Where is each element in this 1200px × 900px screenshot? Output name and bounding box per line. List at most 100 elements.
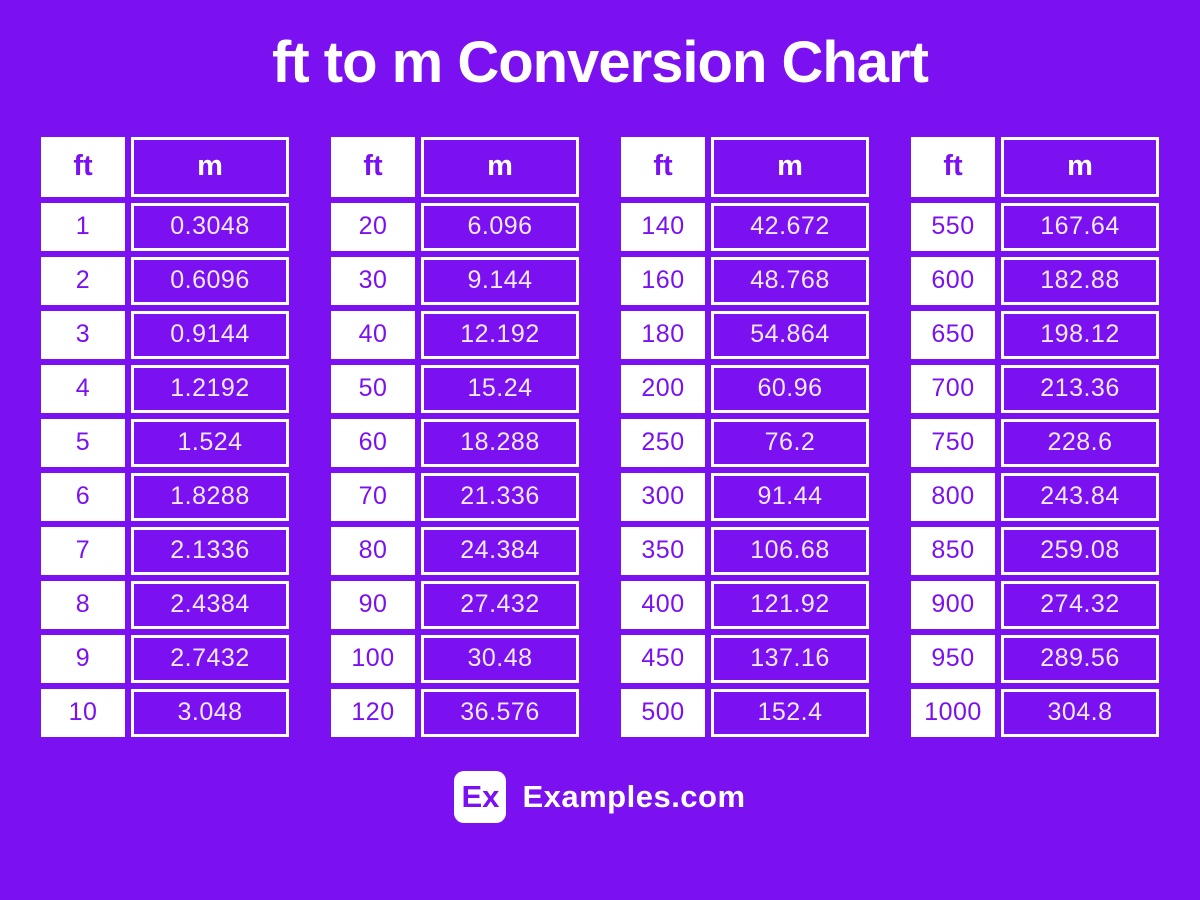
table-row: 70 21.336 <box>331 472 579 521</box>
m-value-cell: 137.16 <box>711 634 869 683</box>
ft-value-cell: 450 <box>621 634 705 683</box>
table-row: 8 2.4384 <box>41 580 289 629</box>
table-header-row: ft m <box>911 136 1159 197</box>
ft-value-cell: 600 <box>911 256 995 305</box>
table-row: 450 137.16 <box>621 634 869 683</box>
m-value-cell: 182.88 <box>1001 256 1159 305</box>
table-row: 9 2.7432 <box>41 634 289 683</box>
table-row: 180 54.864 <box>621 310 869 359</box>
table-header-row: ft m <box>331 136 579 197</box>
table-row: 140 42.672 <box>621 202 869 251</box>
m-value-cell: 0.6096 <box>131 256 289 305</box>
ft-value-cell: 850 <box>911 526 995 575</box>
ft-value-cell: 3 <box>41 310 125 359</box>
m-value-cell: 76.2 <box>711 418 869 467</box>
table-row: 250 76.2 <box>621 418 869 467</box>
ft-value-cell: 500 <box>621 688 705 737</box>
examples-logo: Ex <box>454 770 507 823</box>
ft-value-cell: 700 <box>911 364 995 413</box>
m-value-cell: 60.96 <box>711 364 869 413</box>
brand-name: Examples.com <box>522 778 746 814</box>
table-row: 20 6.096 <box>331 202 579 251</box>
ft-value-cell: 20 <box>331 202 415 251</box>
m-value-cell: 42.672 <box>711 202 869 251</box>
m-value-cell: 36.576 <box>421 688 579 737</box>
m-value-cell: 198.12 <box>1001 310 1159 359</box>
m-value-cell: 0.9144 <box>131 310 289 359</box>
m-value-cell: 21.336 <box>421 472 579 521</box>
table-row: 1000 304.8 <box>911 688 1159 737</box>
table-row: 5 1.524 <box>41 418 289 467</box>
ft-value-cell: 900 <box>911 580 995 629</box>
conversion-table-4: ft m 550 167.64 600 182.88 650 198.12 700 213.3… <box>905 131 1165 743</box>
table-row: 120 36.576 <box>331 688 579 737</box>
ft-value-cell: 40 <box>331 310 415 359</box>
table-row: 160 48.768 <box>621 256 869 305</box>
table-row: 4 1.2192 <box>41 364 289 413</box>
ft-value-cell: 6 <box>41 472 125 521</box>
col-header-m: m <box>711 136 869 197</box>
ft-value-cell: 10 <box>41 688 125 737</box>
ft-value-cell: 80 <box>331 526 415 575</box>
m-value-cell: 228.6 <box>1001 418 1159 467</box>
m-value-cell: 274.32 <box>1001 580 1159 629</box>
m-value-cell: 54.864 <box>711 310 869 359</box>
ft-value-cell: 350 <box>621 526 705 575</box>
col-header-m: m <box>131 136 289 197</box>
ft-value-cell: 9 <box>41 634 125 683</box>
table-row: 10 3.048 <box>41 688 289 737</box>
col-header-ft: ft <box>331 136 415 197</box>
ft-value-cell: 70 <box>331 472 415 521</box>
m-value-cell: 1.8288 <box>131 472 289 521</box>
m-value-cell: 24.384 <box>421 526 579 575</box>
m-value-cell: 12.192 <box>421 310 579 359</box>
ft-value-cell: 5 <box>41 418 125 467</box>
m-value-cell: 27.432 <box>421 580 579 629</box>
m-value-cell: 167.64 <box>1001 202 1159 251</box>
ft-value-cell: 180 <box>621 310 705 359</box>
col-header-m: m <box>421 136 579 197</box>
ft-value-cell: 120 <box>331 688 415 737</box>
ft-value-cell: 750 <box>911 418 995 467</box>
table-row: 6 1.8288 <box>41 472 289 521</box>
ft-value-cell: 90 <box>331 580 415 629</box>
table-row: 50 15.24 <box>331 364 579 413</box>
ft-value-cell: 300 <box>621 472 705 521</box>
col-header-ft: ft <box>911 136 995 197</box>
ft-value-cell: 60 <box>331 418 415 467</box>
m-value-cell: 30.48 <box>421 634 579 683</box>
m-value-cell: 3.048 <box>131 688 289 737</box>
table-row: 950 289.56 <box>911 634 1159 683</box>
m-value-cell: 2.7432 <box>131 634 289 683</box>
m-value-cell: 48.768 <box>711 256 869 305</box>
m-value-cell: 2.1336 <box>131 526 289 575</box>
m-value-cell: 243.84 <box>1001 472 1159 521</box>
logo-ex-text: Ex <box>461 778 500 814</box>
col-header-ft: ft <box>41 136 125 197</box>
ft-value-cell: 1 <box>41 202 125 251</box>
ft-value-cell: 550 <box>911 202 995 251</box>
table-row: 2 0.6096 <box>41 256 289 305</box>
ft-value-cell: 160 <box>621 256 705 305</box>
m-value-cell: 2.4384 <box>131 580 289 629</box>
col-header-ft: ft <box>621 136 705 197</box>
ft-value-cell: 950 <box>911 634 995 683</box>
table-row: 500 152.4 <box>621 688 869 737</box>
ft-value-cell: 200 <box>621 364 705 413</box>
footer: Ex Examples.com <box>0 770 1200 823</box>
ft-value-cell: 650 <box>911 310 995 359</box>
table-row: 90 27.432 <box>331 580 579 629</box>
table-row: 30 9.144 <box>331 256 579 305</box>
table-row: 7 2.1336 <box>41 526 289 575</box>
ft-value-cell: 7 <box>41 526 125 575</box>
page-title: ft to m Conversion Chart <box>272 30 929 95</box>
ft-value-cell: 800 <box>911 472 995 521</box>
table-row: 300 91.44 <box>621 472 869 521</box>
table-row: 200 60.96 <box>621 364 869 413</box>
col-header-m: m <box>1001 136 1159 197</box>
table-header-row: ft m <box>41 136 289 197</box>
ft-value-cell: 250 <box>621 418 705 467</box>
table-header-row: ft m <box>621 136 869 197</box>
m-value-cell: 6.096 <box>421 202 579 251</box>
m-value-cell: 213.36 <box>1001 364 1159 413</box>
